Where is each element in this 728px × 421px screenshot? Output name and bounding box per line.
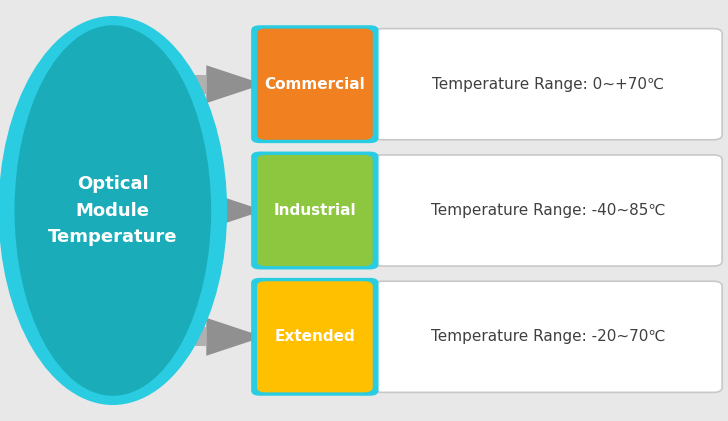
FancyBboxPatch shape — [73, 75, 206, 93]
Ellipse shape — [0, 16, 227, 405]
Text: Temperature Range: -40~85℃: Temperature Range: -40~85℃ — [430, 203, 665, 218]
FancyBboxPatch shape — [73, 201, 206, 220]
Polygon shape — [206, 318, 264, 356]
Text: Extended: Extended — [274, 329, 355, 344]
Text: Optical
Module
Temperature: Optical Module Temperature — [48, 175, 178, 246]
Polygon shape — [206, 65, 264, 103]
FancyBboxPatch shape — [251, 278, 379, 396]
FancyBboxPatch shape — [373, 281, 722, 392]
FancyBboxPatch shape — [257, 155, 373, 266]
FancyBboxPatch shape — [257, 29, 373, 140]
Text: Industrial: Industrial — [274, 203, 356, 218]
FancyBboxPatch shape — [251, 152, 379, 269]
Text: Temperature Range: -20~70℃: Temperature Range: -20~70℃ — [430, 329, 665, 344]
FancyBboxPatch shape — [251, 25, 379, 143]
FancyBboxPatch shape — [73, 328, 206, 346]
FancyBboxPatch shape — [257, 281, 373, 392]
FancyBboxPatch shape — [373, 155, 722, 266]
FancyBboxPatch shape — [373, 29, 722, 140]
Text: Commercial: Commercial — [264, 77, 365, 92]
Ellipse shape — [15, 25, 211, 396]
Polygon shape — [206, 192, 264, 229]
Text: Temperature Range: 0~+70℃: Temperature Range: 0~+70℃ — [432, 77, 664, 92]
